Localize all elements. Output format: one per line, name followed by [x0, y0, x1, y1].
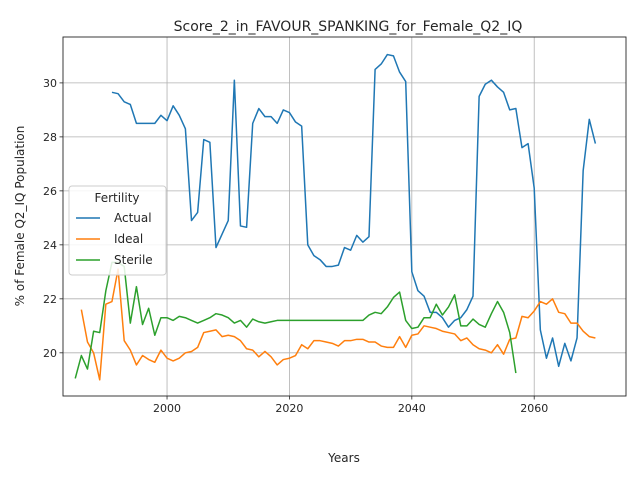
y-tick-label: 22: [43, 293, 57, 306]
legend: Fertility Actual Ideal Sterile: [68, 185, 167, 276]
legend-label-sterile: Sterile: [114, 253, 153, 267]
legend-title: Fertility: [94, 191, 139, 205]
series-line-sterile: [74, 261, 517, 379]
legend-label-ideal: Ideal: [114, 232, 143, 246]
x-tick-label: 2040: [398, 402, 426, 415]
y-tick-label: 30: [43, 77, 57, 90]
legend-label-actual: Actual: [114, 211, 152, 225]
x-tick-label: 2000: [153, 402, 181, 415]
legend-box: [68, 185, 167, 276]
x-tick-label: 2020: [275, 402, 303, 415]
x-axis-ticks: 2000 2020 2040 2060: [153, 396, 548, 415]
y-tick-label: 26: [43, 185, 57, 198]
series-lines: [74, 53, 597, 381]
y-axis-ticks: 20 22 24 26 28 30: [43, 77, 63, 360]
series-line-actual: [111, 53, 597, 368]
plot-frame: [62, 36, 627, 397]
y-tick-label: 20: [43, 347, 57, 360]
x-tick-label: 2060: [520, 402, 548, 415]
y-axis-label: % of Female Q2_IQ Population: [13, 126, 27, 307]
y-tick-label: 24: [43, 239, 57, 252]
chart-title: Score_2_in_FAVOUR_SPANKING_for_Female_Q2…: [174, 19, 523, 35]
x-axis-label: Years: [327, 451, 360, 465]
series-line-ideal: [80, 268, 596, 381]
y-tick-label: 28: [43, 131, 57, 144]
